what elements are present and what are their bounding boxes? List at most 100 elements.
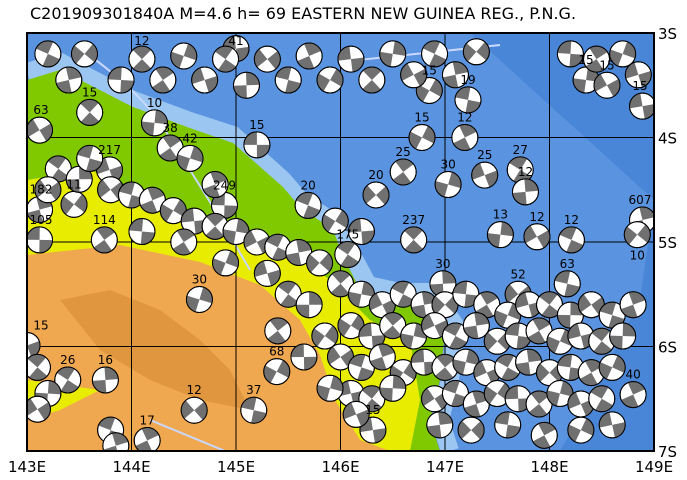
depth-label: 15 <box>599 58 614 72</box>
depth-label: 12 <box>457 111 472 125</box>
focal-mechanism-beachball <box>102 432 130 451</box>
focal-mechanism-beachball <box>185 285 213 313</box>
lon-tick-label: 144E <box>112 458 150 476</box>
focal-mechanism-beachball <box>316 66 344 94</box>
focal-mechanism-beachball <box>629 92 654 120</box>
focal-mechanism-beachball <box>362 181 390 209</box>
focal-mechanism-beachball <box>311 322 339 350</box>
focal-mechanism-beachball <box>140 109 168 137</box>
lon-tick-label: 148E <box>530 458 568 476</box>
lat-tick-label: 4S <box>658 130 677 148</box>
focal-mechanism-beachball <box>557 226 585 254</box>
focal-mechanism-beachball <box>504 385 532 413</box>
focal-mechanism-beachball <box>426 411 454 439</box>
focal-mechanism-beachball <box>294 191 322 219</box>
focal-mechanism-beachball <box>347 280 375 308</box>
focal-mechanism-beachball <box>598 353 626 381</box>
focal-mechanism-beachball <box>441 322 469 350</box>
lat-tick-label: 3S <box>658 25 677 43</box>
focal-mechanism-beachball <box>473 359 501 387</box>
focal-mechanism-beachball <box>400 226 428 254</box>
focal-mechanism-beachball <box>97 176 125 204</box>
focal-mechanism-beachball <box>598 411 626 439</box>
depth-label: 15 <box>422 63 437 77</box>
focal-mechanism-beachball <box>567 416 595 444</box>
focal-mechanism-beachball <box>577 359 605 387</box>
depth-label: 237 <box>402 213 425 227</box>
focal-mechanism-beachball <box>486 221 514 249</box>
focal-mechanism-beachball <box>60 190 88 218</box>
focal-mechanism-beachball <box>441 61 469 89</box>
focal-mechanism-beachball <box>593 71 621 99</box>
depth-label: 26 <box>60 353 75 367</box>
land-peaks <box>60 290 250 410</box>
map-frame <box>26 32 655 452</box>
focal-mechanism-beachball <box>347 218 375 246</box>
focal-mechanism-beachball <box>441 380 469 408</box>
focal-mechanism-beachball <box>334 241 362 269</box>
depth-label: 15 <box>578 53 593 67</box>
focal-mechanism-beachball <box>609 40 637 68</box>
focal-mechanism-beachball <box>133 427 161 451</box>
focal-mechanism-beachball <box>91 366 119 394</box>
lon-tick-label: 149E <box>635 458 673 476</box>
depth-label: 11 <box>66 177 81 191</box>
focal-mechanism-beachball <box>321 207 349 235</box>
depth-label: 17 <box>140 414 155 428</box>
lon-tick-label: 146E <box>321 458 359 476</box>
focal-mechanism-beachball <box>27 331 41 359</box>
focal-mechanism-beachball <box>290 343 318 371</box>
focal-mechanism-beachball <box>327 343 354 371</box>
depth-label: 13 <box>493 208 508 222</box>
focal-mechanism-beachball <box>553 270 581 298</box>
focal-mechanism-beachball <box>454 86 482 114</box>
focal-mechanism-beachball <box>462 312 490 340</box>
depth-label: 38 <box>163 121 178 135</box>
focal-mechanism-beachball <box>504 322 532 350</box>
focal-mechanism-beachball <box>27 116 54 144</box>
focal-mechanism-beachball <box>55 66 83 94</box>
depth-label: 15 <box>249 118 264 132</box>
lon-tick-label: 143E <box>8 458 46 476</box>
focal-mechanism-beachball <box>530 421 558 449</box>
focal-mechanism-beachball <box>421 312 449 340</box>
focal-mechanism-beachball <box>285 238 313 266</box>
depth-label: 19 <box>460 73 475 87</box>
depth-label: 12 <box>134 34 149 48</box>
focal-mechanism-beachball <box>253 259 281 287</box>
focal-mechanism-beachball <box>96 156 124 184</box>
depth-label: 114 <box>93 213 116 227</box>
focal-mechanism-beachball <box>65 165 93 193</box>
focal-mechanism-beachball <box>506 156 534 184</box>
focal-mechanism-beachball <box>452 280 480 308</box>
depth-label: 15 <box>414 111 429 125</box>
focal-mechanism-beachball <box>176 144 204 172</box>
focal-mechanism-beachball <box>191 66 219 94</box>
lon-tick-label: 147E <box>426 458 464 476</box>
focal-mechanism-beachball <box>368 343 396 371</box>
focal-mechanism-beachball <box>619 291 647 319</box>
depth-label: 30 <box>192 272 207 286</box>
focal-mechanism-beachball <box>76 144 104 172</box>
depth-label: 15 <box>33 318 48 332</box>
focal-mechanism-beachball <box>525 317 553 345</box>
depth-label: 20 <box>368 168 383 182</box>
depth-label: 42 <box>182 131 197 145</box>
lat-tick-label: 7S <box>658 443 677 461</box>
focal-mechanism-beachball <box>107 66 135 94</box>
focal-mechanism-beachball <box>327 270 354 298</box>
depth-label: 217 <box>98 143 121 157</box>
depth-label: 27 <box>513 143 528 157</box>
focal-mechanism-beachball <box>264 233 292 261</box>
focal-mechanism-beachball <box>609 322 637 350</box>
focal-mechanism-beachball <box>253 45 281 73</box>
focal-mechanism-beachball <box>264 317 292 345</box>
focal-mechanism-beachball <box>243 131 271 159</box>
focal-mechanism-beachball <box>462 38 490 66</box>
depth-label: 52 <box>511 267 526 281</box>
focal-mechanism-beachball <box>494 301 522 329</box>
depth-label: 12 <box>518 165 533 179</box>
depth-label: 175 <box>336 228 359 242</box>
focal-mechanism-beachball <box>546 380 574 408</box>
